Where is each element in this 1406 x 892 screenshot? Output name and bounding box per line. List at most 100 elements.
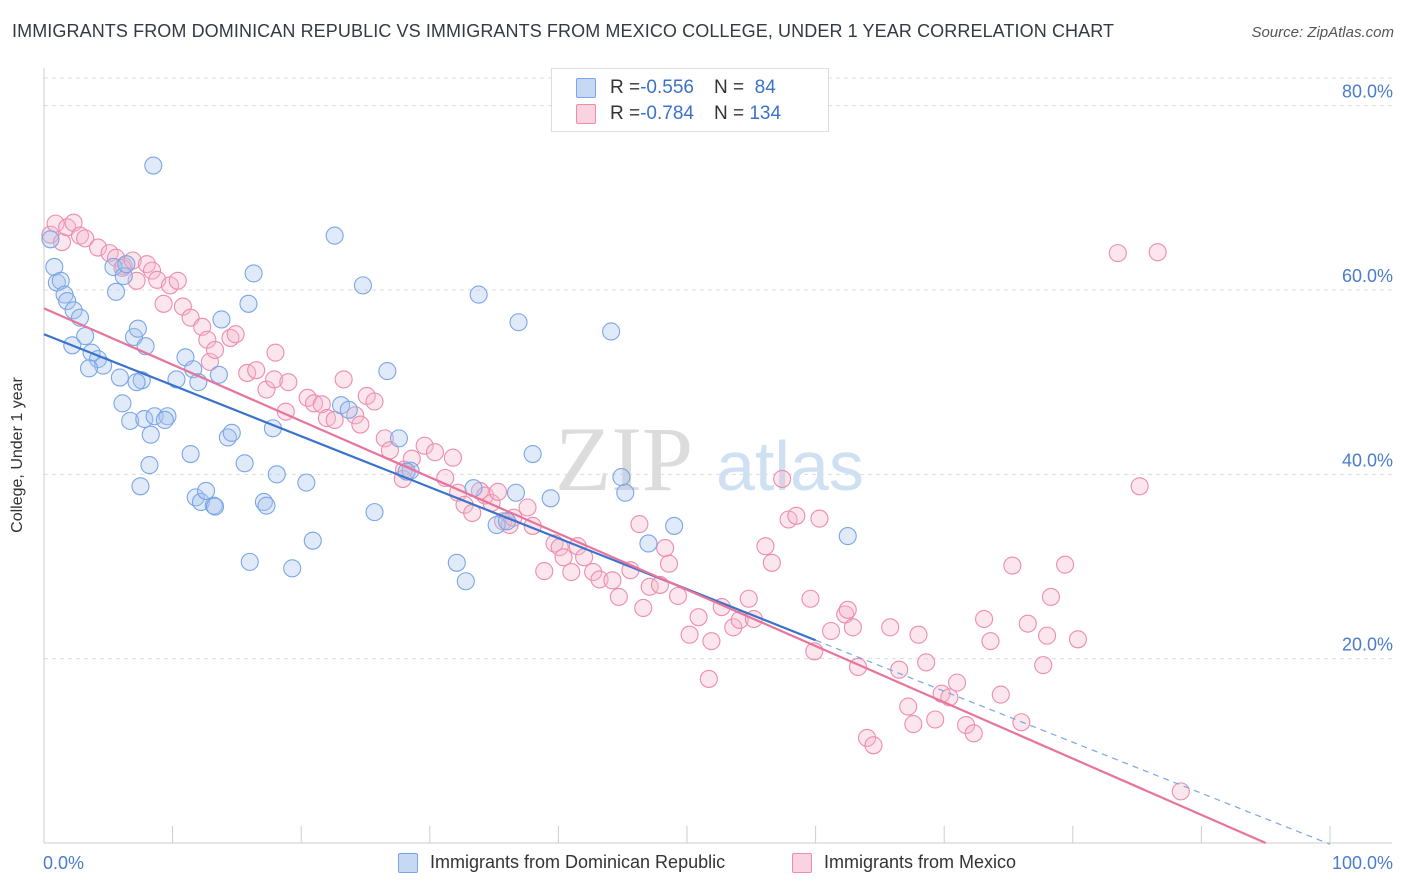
bottom-legend-swatch-dominican [398, 852, 418, 873]
data-point [226, 325, 245, 344]
legend-n-value: 134 [749, 103, 782, 124]
data-point [135, 409, 154, 429]
bottom-legend-dominican: Immigrants from Dominican Republic [398, 852, 725, 873]
data-point [602, 322, 621, 341]
data-point [612, 468, 631, 487]
data-point [487, 515, 506, 535]
data-point [279, 373, 298, 392]
data-point [890, 660, 909, 679]
data-point [312, 395, 331, 414]
data-point [325, 226, 344, 245]
data-point [975, 609, 994, 629]
data-point [634, 598, 653, 618]
data-point [609, 587, 628, 606]
data-point [339, 400, 358, 419]
data-point [239, 294, 258, 313]
trend-line-mexico [43, 307, 1267, 845]
tick-labels: 20.0% 40.0% 60.0% 80.0% 0.0% 100.0% [43, 82, 1393, 873]
data-point [142, 261, 162, 280]
data-point [689, 608, 708, 627]
data-point [204, 496, 223, 515]
data-point [113, 394, 132, 413]
data-point [305, 394, 324, 413]
data-point [283, 559, 302, 578]
data-point [699, 669, 718, 688]
data-point [488, 482, 508, 501]
data-point [810, 509, 829, 528]
trend-extension-dominican [815, 639, 1331, 845]
watermark-atlas: atlas [716, 427, 864, 505]
data-point [680, 625, 699, 644]
x-tick-label: 0.0% [43, 853, 84, 873]
data-point [899, 697, 918, 716]
data-point [801, 589, 820, 608]
data-point [198, 330, 217, 349]
data-point [240, 552, 259, 571]
data-point [155, 410, 174, 429]
data-point [630, 515, 649, 534]
data-point [590, 570, 609, 589]
axes [43, 68, 1392, 844]
data-point [535, 562, 554, 581]
legend-swatch-dominican [576, 78, 596, 98]
data-point [88, 238, 108, 257]
chart-title: IMMIGRANTS FROM DOMINICAN REPUBLIC VS IM… [12, 21, 1115, 41]
data-point [121, 411, 140, 430]
source-label: Source: ZipAtlas.com [1251, 24, 1394, 41]
data-point [838, 527, 857, 546]
data-point [506, 483, 526, 502]
data-point [1130, 477, 1149, 496]
y-axis-label: College, Under 1 year [9, 377, 26, 533]
data-point [656, 539, 675, 558]
data-point [205, 340, 225, 359]
data-point [469, 285, 488, 304]
data-point [762, 553, 781, 572]
data-point [864, 736, 883, 755]
data-point [1038, 626, 1057, 645]
data-point [266, 343, 285, 362]
data-point [110, 368, 129, 387]
data-point [425, 443, 444, 462]
data-point [1148, 243, 1167, 262]
data-point [443, 448, 462, 467]
data-point [212, 310, 231, 329]
data-point [702, 632, 721, 651]
x-tick-label: 100.0% [1332, 853, 1393, 873]
data-point [1108, 244, 1127, 263]
data-point [205, 497, 225, 516]
data-point [154, 294, 173, 313]
data-point [639, 534, 658, 553]
data-point [100, 244, 119, 263]
data-point [222, 423, 241, 442]
data-point [247, 361, 266, 380]
data-point [141, 425, 160, 444]
bottom-legend-swatch-mexico [792, 852, 812, 873]
data-point [447, 553, 466, 572]
data-point [144, 156, 163, 175]
data-point [523, 444, 542, 464]
data-point [58, 291, 77, 311]
data-point [659, 554, 679, 573]
data-point [128, 319, 147, 338]
data-point [365, 503, 384, 522]
data-point [665, 516, 684, 535]
data-point [616, 483, 635, 502]
data-point [917, 653, 936, 672]
data-point [456, 572, 475, 591]
data-point [668, 586, 688, 606]
data-point [209, 365, 228, 384]
bottom-legend-label-dominican: Immigrants from Dominican Republic [430, 852, 726, 872]
legend-r-label: R = [610, 103, 641, 124]
data-point [1068, 630, 1087, 649]
y-tick-label: 80.0% [1342, 82, 1393, 102]
data-point [603, 571, 622, 590]
data-point [926, 710, 945, 729]
data-point [1041, 587, 1060, 606]
data-point [562, 562, 581, 582]
data-point [196, 481, 216, 500]
data-point [821, 621, 841, 641]
data-point [131, 477, 150, 496]
data-point [41, 230, 60, 249]
data-point [365, 392, 384, 411]
